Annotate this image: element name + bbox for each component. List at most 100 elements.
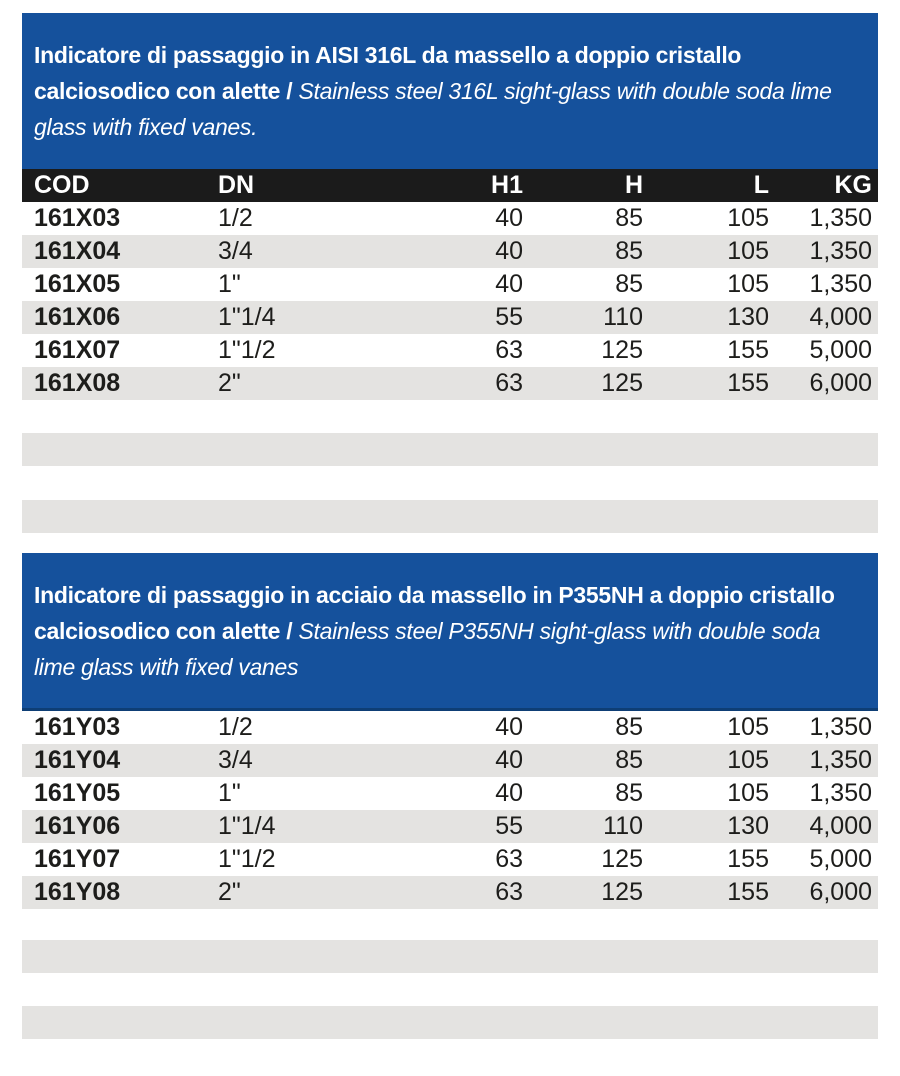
cell-dn: 2"	[218, 369, 241, 397]
cell-h: 85	[615, 204, 643, 232]
cell-dn: 1"1/2	[218, 845, 276, 873]
cell-h: 125	[601, 845, 643, 873]
cell-l: 105	[727, 779, 769, 807]
cell-h1: 40	[495, 713, 523, 741]
table-row: 161X05 1" 40 85 105 1,350	[22, 268, 878, 301]
empty-row-bar	[22, 433, 878, 466]
cell-l: 155	[727, 878, 769, 906]
cell-h1: 63	[495, 336, 523, 364]
cell-h: 110	[603, 303, 643, 331]
cell-h1: 55	[495, 812, 523, 840]
spec-table-316l: COD DN H1 H L KG 161X03 1/2 40 85 105 1,…	[22, 169, 878, 400]
cell-kg: 1,350	[809, 204, 872, 232]
cell-l: 105	[727, 204, 769, 232]
cell-h: 85	[615, 779, 643, 807]
cell-h1: 63	[495, 369, 523, 397]
col-header-kg: KG	[834, 171, 873, 199]
cell-dn: 1"	[218, 270, 241, 298]
cell-h1: 40	[495, 270, 523, 298]
cell-l: 155	[727, 369, 769, 397]
cell-dn: 1/2	[218, 713, 253, 741]
cell-kg: 1,350	[809, 270, 872, 298]
cell-dn: 1/2	[218, 204, 253, 232]
cell-h: 85	[615, 746, 643, 774]
cell-dn: 1"1/4	[218, 303, 276, 331]
cell-kg: 1,350	[809, 746, 872, 774]
col-header-h: H	[624, 171, 643, 199]
cell-kg: 4,000	[809, 812, 872, 840]
spec-table-p355nh: 161Y03 1/2 40 85 105 1,350 161Y04 3/4 40…	[22, 711, 878, 909]
section1-title-english: Stainless steel 316L sight-glass with do…	[34, 78, 832, 140]
cell-h1: 63	[495, 845, 523, 873]
cell-l: 155	[727, 336, 769, 364]
cell-h: 85	[615, 270, 643, 298]
section1-title-italian: Indicatore di passaggio in AISI 316L da …	[34, 42, 742, 104]
cell-l: 105	[727, 270, 769, 298]
cell-dn: 2"	[218, 878, 241, 906]
cell-kg: 1,350	[809, 237, 872, 265]
cell-cod: 161Y05	[34, 779, 121, 807]
cell-h: 125	[601, 336, 643, 364]
cell-h1: 40	[495, 746, 523, 774]
col-header-h1: H1	[491, 171, 523, 199]
cell-dn: 1"1/2	[218, 336, 276, 364]
cell-h1: 55	[495, 303, 523, 331]
cell-l: 155	[727, 845, 769, 873]
table-row: 161X04 3/4 40 85 105 1,350	[22, 235, 878, 268]
table-row: 161Y06 1"1/4 55 110 130 4,000	[22, 810, 878, 843]
cell-l: 105	[727, 237, 769, 265]
cell-kg: 5,000	[809, 845, 872, 873]
cell-cod: 161Y07	[34, 845, 121, 873]
empty-row-bar	[22, 500, 878, 533]
cell-cod: 161X03	[34, 204, 121, 232]
cell-cod: 161X05	[34, 270, 121, 298]
section2-title-english: Stainless steel P355NH sight-glass with …	[34, 617, 821, 680]
cell-kg: 5,000	[809, 336, 872, 364]
section1-title: Indicatore di passaggio in AISI 316L da …	[34, 37, 866, 145]
empty-row-bar	[22, 940, 878, 973]
cell-dn: 3/4	[218, 746, 253, 774]
cell-h: 125	[601, 369, 643, 397]
section1-title-banner: Indicatore di passaggio in AISI 316L da …	[22, 13, 878, 169]
table-row: 161X03 1/2 40 85 105 1,350	[22, 202, 878, 235]
cell-dn: 1"	[218, 779, 241, 807]
cell-l: 105	[727, 713, 769, 741]
cell-kg: 6,000	[809, 369, 872, 397]
cell-h: 85	[615, 713, 643, 741]
cell-cod: 161X04	[34, 237, 121, 265]
col-header-cod: COD	[34, 171, 90, 199]
table-row: 161Y08 2" 63 125 155 6,000	[22, 876, 878, 909]
cell-l: 130	[727, 812, 769, 840]
cell-cod: 161Y03	[34, 713, 121, 741]
table-row: 161X07 1"1/2 63 125 155 5,000	[22, 334, 878, 367]
col-header-dn: DN	[218, 171, 255, 199]
cell-h: 125	[601, 878, 643, 906]
cell-kg: 4,000	[809, 303, 872, 331]
header-row: COD DN H1 H L KG	[22, 169, 878, 202]
table-row: 161Y07 1"1/2 63 125 155 5,000	[22, 843, 878, 876]
cell-dn: 1"1/4	[218, 812, 276, 840]
cell-cod: 161Y08	[34, 878, 121, 906]
cell-h1: 63	[495, 878, 523, 906]
cell-cod: 161Y06	[34, 812, 121, 840]
table-row: 161X08 2" 63 125 155 6,000	[22, 367, 878, 400]
section2-title-banner: Indicatore di passaggio in acciaio da ma…	[22, 553, 878, 711]
cell-l: 130	[727, 303, 769, 331]
cell-h: 85	[615, 237, 643, 265]
spec-table-header: COD DN H1 H L KG	[22, 169, 878, 202]
table-row: 161X06 1"1/4 55 110 130 4,000	[22, 301, 878, 334]
cell-cod: 161Y04	[34, 746, 121, 774]
section2-title: Indicatore di passaggio in acciaio da ma…	[34, 577, 866, 685]
cell-kg: 1,350	[809, 713, 872, 741]
cell-h1: 40	[495, 204, 523, 232]
cell-kg: 6,000	[809, 878, 872, 906]
cell-l: 105	[727, 746, 769, 774]
cell-h: 110	[603, 812, 643, 840]
cell-dn: 3/4	[218, 237, 253, 265]
cell-cod: 161X06	[34, 303, 121, 331]
cell-h1: 40	[495, 237, 523, 265]
section2-title-italian: Indicatore di passaggio in acciaio da ma…	[34, 581, 835, 644]
cell-cod: 161X08	[34, 369, 121, 397]
cell-kg: 1,350	[809, 779, 872, 807]
catalog-page: Indicatore di passaggio in AISI 316L da …	[22, 13, 878, 1039]
